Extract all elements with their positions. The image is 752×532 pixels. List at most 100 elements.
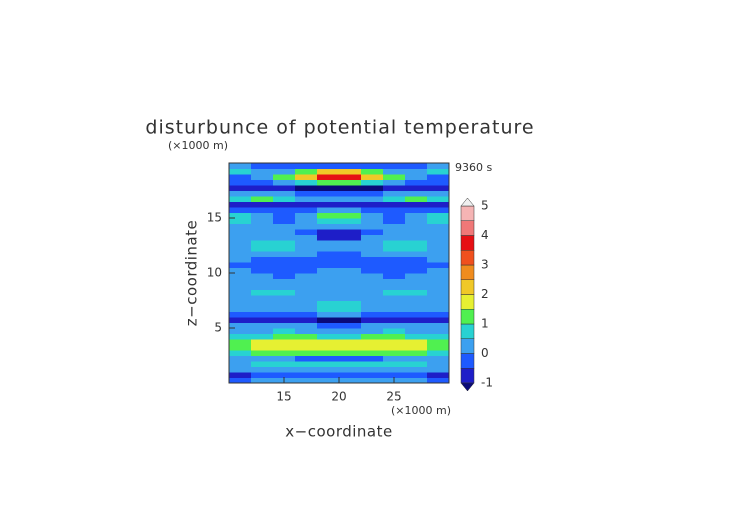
contour-cell [405,245,428,252]
contour-cell [405,311,428,318]
x-tick-label: 15 [276,390,291,404]
contour-cell [339,350,362,356]
contour-cell [251,196,274,202]
contour-cell [229,201,252,208]
contour-cell [295,201,318,208]
contour-cell [229,361,252,367]
y-unit: (×1000 m) [168,139,228,152]
contour-cell [427,262,450,268]
contour-cell [405,163,428,169]
contour-cell [427,333,450,340]
contour-cell [427,306,450,312]
contour-cell [251,174,274,180]
contour-cell [273,322,296,329]
contour-cell [229,196,252,202]
colorbar-band [460,235,475,251]
contour-cell [383,284,406,290]
contour-cell [339,234,362,241]
contour-cell [383,289,406,296]
contour-cell [317,179,340,186]
contour-cell [251,355,274,362]
y-axis-label: z−coordinate [183,220,201,326]
contour-cell [339,344,362,351]
contour-cell [427,289,450,296]
contour-cell [251,223,274,230]
contour-cell [405,273,428,279]
contour-cell [229,273,252,279]
colorbar-band [460,323,475,339]
contour-cell [251,339,274,345]
colorbar-band [460,368,475,384]
contour-cell [295,196,318,202]
contour-cell [317,229,340,235]
contour-cell [383,240,406,246]
contour-cell [339,245,362,252]
contour-cell [383,267,406,274]
contour-cell [405,234,428,241]
contour-cell [361,311,384,318]
contour-cell [405,262,428,268]
contour-cell [339,377,362,384]
contour-cell [339,322,362,329]
contour-cell [273,245,296,252]
contour-cell [295,355,318,362]
contour-cell [339,163,362,169]
contour-cell [405,174,428,180]
contour-cell [427,196,450,202]
contour-cell [339,201,362,208]
contour-cell [427,377,450,384]
contour-cell [273,256,296,263]
contour-cell [317,278,340,285]
contour-cell [251,267,274,274]
contour-cell [273,311,296,318]
contour-cell [295,361,318,367]
contour-cell [317,295,340,301]
colorbar-tick-label: 0 [481,346,489,360]
contour-cell [295,300,318,307]
contour-cell [405,289,428,296]
contour-cell [361,174,384,180]
contour-cell [273,234,296,241]
contour-cell [229,185,252,191]
chart-title: disturbunce of potential temperature [145,117,534,139]
contour-cell [339,218,362,224]
contour-cell [251,317,274,323]
contour-cell [295,267,318,274]
contour-cell [361,267,384,274]
contour-cell [295,229,318,235]
contour-cell [229,350,252,356]
contour-cell [361,355,384,362]
contour-cell [295,245,318,252]
contour-cell [251,273,274,279]
contour-cell [405,295,428,301]
contour-cell [273,168,296,175]
contour-cell [251,240,274,246]
contour-cell [361,322,384,329]
contour-cell [383,278,406,285]
y-tick-label: 10 [207,266,222,280]
contour-cell [229,295,252,301]
contour-cell [229,163,252,169]
contour-cell [229,168,252,175]
contour-cell [427,273,450,279]
contour-cell [405,267,428,274]
contour-cell [317,185,340,191]
contour-cell [273,306,296,312]
colorbar-band [460,353,475,369]
contour-cell [273,163,296,169]
contour-cell [361,317,384,323]
colorbar-tick-label: 3 [481,258,489,272]
contour-cell [229,223,252,230]
contour-cell [317,196,340,202]
contour-cell [405,355,428,362]
contour-cell [273,174,296,180]
contour-cell [229,311,252,318]
contour-cell [251,185,274,191]
contour-cell [295,328,318,334]
contour-cell [229,212,252,219]
contour-cell [295,311,318,318]
contour-cell [317,223,340,230]
contour-cell [361,306,384,312]
contour-cell [273,278,296,285]
